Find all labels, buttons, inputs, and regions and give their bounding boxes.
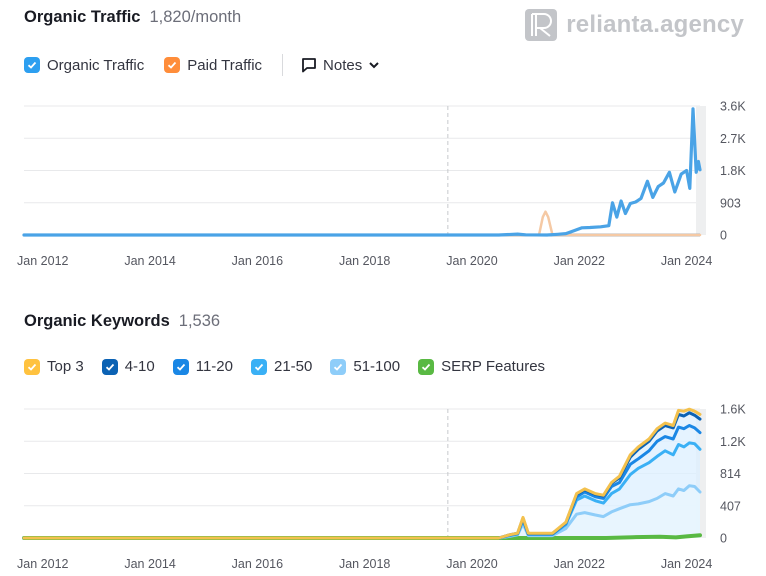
- checkbox-icon[interactable]: [101, 358, 118, 375]
- y-tick-label: 903: [720, 196, 741, 210]
- checkbox-icon[interactable]: [24, 358, 40, 375]
- chevron-down-icon: [369, 62, 379, 69]
- legend-serp-features[interactable]: SERP Features: [418, 358, 545, 375]
- x-tick-label: Jan 2018: [339, 254, 390, 268]
- logo-text: relianta.agency: [566, 11, 744, 38]
- checkbox-icon[interactable]: [418, 358, 435, 375]
- y-tick-label: 814: [720, 467, 741, 481]
- legend-paid-traffic[interactable]: Paid Traffic: [164, 57, 262, 74]
- legend-label: SERP Features: [441, 358, 546, 375]
- legend-label: Organic Traffic: [47, 56, 145, 74]
- legend-label: Paid Traffic: [187, 56, 263, 74]
- traffic-header: Organic Traffic 1,820/month: [24, 8, 241, 27]
- y-tick-label: 0: [720, 229, 727, 243]
- series-line-top-3: [22, 407, 702, 540]
- legend-label: 4-10: [124, 358, 155, 375]
- x-tick-label: Jan 2022: [554, 557, 605, 571]
- x-tick-label: Jan 2014: [124, 254, 175, 268]
- y-tick-label: 3.6K: [720, 100, 746, 114]
- logo-mark-icon: [525, 9, 558, 41]
- legend-label: 11-20: [195, 358, 233, 375]
- incomplete-period-band: [696, 409, 706, 538]
- notes-label: Notes: [323, 56, 363, 74]
- divider: [282, 54, 284, 76]
- keywords-title: Organic Keywords: [24, 312, 170, 330]
- keywords-legend: Top 3 4-10 11-20 21-50 51-100 SERP Features: [24, 358, 563, 375]
- x-tick-label: Jan 2016: [232, 254, 283, 268]
- y-tick-label: 0: [720, 532, 727, 546]
- y-tick-label: 1.2K: [720, 435, 746, 449]
- y-tick-label: 1.6K: [720, 403, 746, 417]
- x-tick-label: Jan 2024: [661, 254, 712, 268]
- x-tick-label: Jan 2024: [661, 557, 712, 571]
- x-tick-label: Jan 2016: [232, 557, 283, 571]
- legend-4-10[interactable]: 4-10: [101, 358, 155, 375]
- legend-21-50[interactable]: 21-50: [251, 358, 312, 375]
- x-tick-label: Jan 2022: [554, 254, 605, 268]
- x-tick-label: Jan 2014: [124, 557, 175, 571]
- relianta-logo: relianta.agency: [524, 8, 744, 42]
- checkbox-icon[interactable]: [330, 358, 347, 375]
- y-tick-label: 1.8K: [720, 164, 746, 178]
- traffic-metric: 1,820/month: [149, 8, 242, 26]
- x-tick-label: Jan 2018: [339, 557, 390, 571]
- x-tick-label: Jan 2012: [17, 557, 68, 571]
- y-tick-label: 2.7K: [720, 132, 746, 146]
- y-tick-label: 407: [720, 499, 741, 513]
- x-tick-label: Jan 2020: [446, 254, 497, 268]
- traffic-title: Organic Traffic: [24, 8, 141, 26]
- checkbox-icon[interactable]: [251, 358, 267, 375]
- keywords-51-100-fill: [24, 485, 700, 538]
- legend-51-100[interactable]: 51-100: [330, 358, 400, 375]
- legend-label: 21-50: [274, 358, 313, 375]
- series-line-serp-features: [22, 533, 702, 540]
- legend-label: Top 3: [47, 358, 84, 375]
- note-icon: [302, 58, 316, 73]
- checkbox-icon[interactable]: [24, 57, 40, 73]
- legend-label: 51-100: [353, 358, 401, 375]
- legend-top-3[interactable]: Top 3: [24, 358, 84, 375]
- checkbox-icon[interactable]: [172, 358, 189, 375]
- legend-11-20[interactable]: 11-20: [172, 358, 233, 375]
- x-tick-label: Jan 2020: [446, 557, 497, 571]
- legend-organic-traffic[interactable]: Organic Traffic: [24, 57, 144, 74]
- traffic-legend: Organic Traffic Paid Traffic Notes: [24, 54, 380, 76]
- checkbox-icon[interactable]: [164, 57, 181, 73]
- keywords-metric: 1,536: [178, 312, 221, 330]
- organic-traffic-chart: 0 903 1.8K 2.7K 3.6K Jan 2012 Jan 2014 Jan 2016…: [17, 100, 746, 269]
- keywords-header: Organic Keywords 1,536: [24, 312, 220, 331]
- x-tick-label: Jan 2012: [17, 254, 68, 268]
- notes-dropdown[interactable]: Notes: [301, 57, 380, 74]
- series-line-organic-traffic: [22, 107, 702, 237]
